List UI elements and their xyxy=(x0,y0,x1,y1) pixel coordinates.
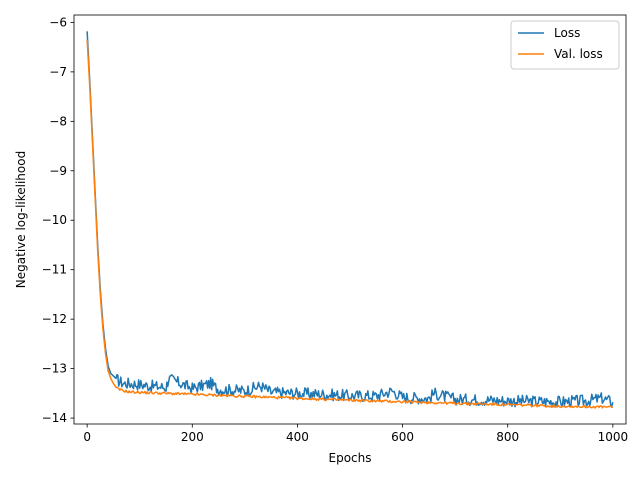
y-tick-label: −14 xyxy=(42,411,67,425)
legend-label: Val. loss xyxy=(554,47,603,61)
x-axis: 0 200 400 600 800 1000 xyxy=(83,424,628,444)
y-tick-label: −11 xyxy=(42,263,67,277)
y-tick-label: −12 xyxy=(42,312,67,326)
x-tick-label: 600 xyxy=(391,430,414,444)
x-tick-label: 800 xyxy=(496,430,519,444)
y-tick-label: −6 xyxy=(49,15,67,29)
y-axis: −14 −13 −12 −11 −10 −9 −8 −7 −6 xyxy=(42,15,74,425)
series-group xyxy=(86,31,614,409)
x-tick-label: 0 xyxy=(83,430,91,444)
y-tick-label: −8 xyxy=(49,114,67,128)
y-tick-label: −13 xyxy=(42,362,67,376)
y-axis-title: Negative log-likelihood xyxy=(14,151,28,288)
y-tick-label: −7 xyxy=(49,65,67,79)
x-tick-label: 1000 xyxy=(598,430,629,444)
x-axis-title: Epochs xyxy=(329,451,372,465)
axes-frame xyxy=(73,14,627,425)
legend: Loss Val. loss xyxy=(510,20,620,70)
legend-label: Loss xyxy=(554,26,580,40)
series-line-val-loss xyxy=(86,39,614,409)
y-tick-label: −9 xyxy=(49,164,67,178)
x-tick-label: 400 xyxy=(286,430,309,444)
series-line-loss xyxy=(86,31,614,408)
y-tick-label: −10 xyxy=(42,213,67,227)
x-tick-label: 200 xyxy=(181,430,204,444)
